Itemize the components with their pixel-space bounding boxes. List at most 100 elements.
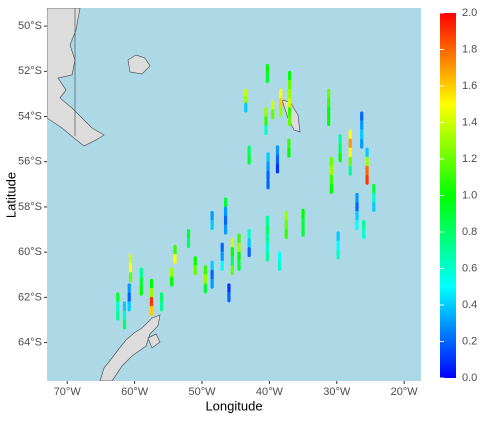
track-point <box>237 233 241 244</box>
tracks <box>116 64 376 330</box>
track-point <box>128 253 133 264</box>
track-point <box>149 296 154 307</box>
y-tick-label: 62°S <box>18 291 42 303</box>
track-point <box>128 262 133 273</box>
antarctic-peninsula <box>99 314 161 381</box>
track-point <box>116 292 120 303</box>
y-tick-label: 54°S <box>18 110 42 122</box>
track-point <box>265 64 269 75</box>
track-point <box>203 265 207 276</box>
track-point <box>365 165 369 176</box>
track-point <box>230 238 234 249</box>
track-point <box>372 183 376 194</box>
track-point <box>244 102 248 113</box>
track-point <box>247 229 251 240</box>
track-point <box>264 125 268 136</box>
track-point <box>360 120 364 131</box>
y-tick-label: 52°S <box>18 65 42 77</box>
track-point <box>348 138 352 149</box>
track-point <box>355 210 359 221</box>
track-point <box>365 174 369 185</box>
track-point <box>301 208 305 219</box>
track-point <box>210 260 214 271</box>
track-point <box>271 109 275 120</box>
track-point <box>127 301 131 312</box>
track-point <box>210 269 214 280</box>
track-point <box>284 210 288 221</box>
track-point <box>271 100 275 111</box>
track-point <box>327 116 331 127</box>
track-point <box>287 97 292 108</box>
track-point <box>329 165 333 176</box>
track-point <box>128 272 133 283</box>
track-point <box>247 238 251 249</box>
y-tick-label: 56°S <box>18 156 42 168</box>
track-point <box>372 192 376 203</box>
colorbar-tick-label: 2.0 <box>462 7 477 19</box>
track-point <box>327 88 331 99</box>
track-point <box>287 88 292 99</box>
track-point <box>173 244 177 255</box>
track-point <box>170 267 174 278</box>
colorbar-tick-label: 1.8 <box>462 43 477 55</box>
track-point <box>275 154 280 165</box>
track-point <box>279 97 283 108</box>
track-point <box>329 174 333 185</box>
track-point <box>287 147 291 158</box>
y-axis-title: Latitude <box>3 172 18 218</box>
track-point <box>170 276 174 287</box>
track-point <box>275 163 280 174</box>
track-point <box>247 154 251 165</box>
track-point <box>186 229 191 240</box>
track-point <box>355 220 359 231</box>
track-point <box>355 192 359 203</box>
track-point <box>277 251 282 262</box>
track-point <box>127 292 131 303</box>
colorbar-tick-label: 1.0 <box>462 189 477 201</box>
track-point <box>223 224 228 235</box>
track-point <box>193 265 197 276</box>
track-point <box>301 217 305 228</box>
track-point <box>247 145 251 156</box>
x-tick-label: 20°W <box>391 386 419 398</box>
track-point <box>355 201 359 212</box>
track-point <box>116 310 120 321</box>
track-point <box>237 260 241 271</box>
track-point <box>227 292 231 303</box>
track-point <box>365 147 369 158</box>
x-tick-label: 70°W <box>54 386 82 398</box>
track-point <box>265 224 269 235</box>
track-point <box>227 283 231 294</box>
track-point <box>348 165 352 176</box>
colorbar-tick-label: 1.4 <box>462 116 477 128</box>
track-point <box>230 256 234 267</box>
track-point <box>139 276 143 287</box>
colorbar-tick-label: 0.2 <box>462 335 477 347</box>
y-tick-label: 60°S <box>18 246 42 258</box>
y-tick-label: 58°S <box>18 201 42 213</box>
track-point <box>210 278 214 289</box>
track-point <box>266 152 270 163</box>
track-point <box>336 240 340 251</box>
track-point <box>210 210 214 221</box>
y-tick-label: 50°S <box>18 20 42 32</box>
track-point <box>279 88 283 99</box>
track-point <box>173 253 177 264</box>
track-point <box>186 238 191 249</box>
track-point <box>266 179 270 190</box>
track-point <box>287 116 292 127</box>
track-point <box>223 215 228 226</box>
track-point <box>360 138 364 149</box>
track-point <box>122 301 127 312</box>
track-point <box>338 143 342 154</box>
track-point <box>237 242 241 253</box>
track-point <box>220 260 224 271</box>
track-point <box>122 319 127 330</box>
track-point <box>265 251 269 262</box>
track-point <box>149 305 154 316</box>
track-point <box>338 152 342 163</box>
track-point <box>284 229 288 240</box>
track-point <box>279 106 283 117</box>
track-point <box>139 267 143 278</box>
